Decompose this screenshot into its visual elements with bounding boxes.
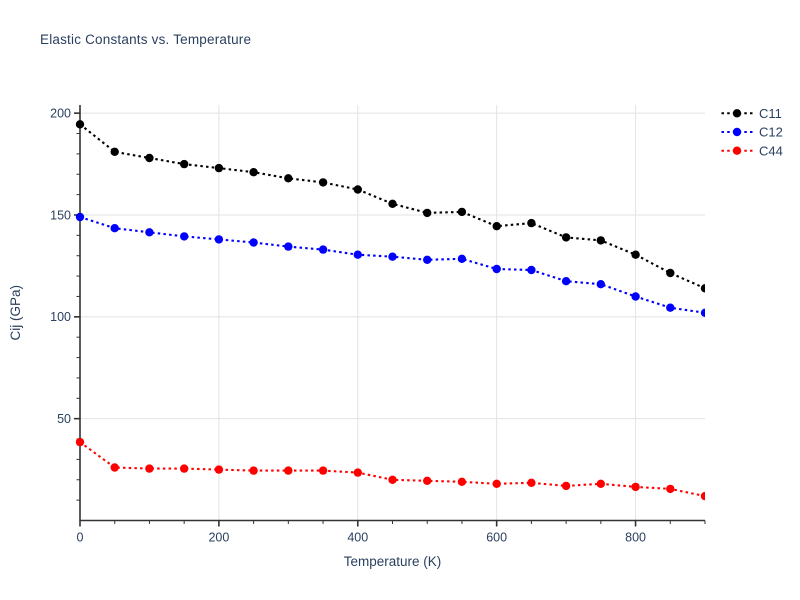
point-C11-350 <box>318 178 328 187</box>
series-C11 <box>75 120 705 293</box>
point-C44-550 <box>457 477 467 486</box>
point-C12-50 <box>110 224 119 233</box>
x-axis: 0 200 400 600 800 <box>77 520 706 545</box>
legend-label: C44 <box>759 143 783 158</box>
axis-lines <box>79 105 705 522</box>
point-C11-300 <box>284 174 293 183</box>
y-tick-label: 50 <box>57 412 71 426</box>
y-tick-label: 100 <box>50 310 71 324</box>
legend-item-C12[interactable]: C12 <box>721 125 783 140</box>
point-C12-300 <box>284 242 293 251</box>
point-C12-550 <box>457 254 467 263</box>
legend-marker <box>732 127 742 137</box>
legend-item-C44[interactable]: C44 <box>721 143 783 158</box>
legend-label: C12 <box>759 125 783 140</box>
point-C11-150 <box>180 159 189 169</box>
point-C44-400 <box>353 468 362 477</box>
point-C11-550 <box>457 207 467 217</box>
legend-marker <box>732 146 742 155</box>
point-C12-750 <box>596 280 605 289</box>
y-axis: 50 100 150 200 <box>50 106 80 501</box>
point-C11-600 <box>492 222 501 231</box>
y-axis-label: Cij (GPa) <box>8 285 23 341</box>
point-C44-700 <box>561 481 571 491</box>
series-C12 <box>75 212 705 317</box>
point-C44-750 <box>596 479 605 488</box>
point-C11-0 <box>75 120 85 129</box>
point-C44-0 <box>75 437 85 447</box>
point-C11-400 <box>353 185 362 194</box>
point-C12-700 <box>561 277 571 286</box>
series-C44 <box>75 437 705 501</box>
point-C44-800 <box>631 482 640 492</box>
legend: C11 C12 C44 <box>721 106 783 158</box>
point-C12-800 <box>631 292 640 301</box>
point-C44-650 <box>527 478 536 487</box>
point-C11-500 <box>423 208 432 218</box>
point-C44-100 <box>145 464 154 473</box>
point-C12-400 <box>353 250 362 259</box>
legend-marker <box>732 109 742 118</box>
point-C12-600 <box>492 264 501 274</box>
x-tick-label: 800 <box>625 531 646 545</box>
point-C12-250 <box>249 238 258 247</box>
x-tick-label: 0 <box>77 531 84 545</box>
point-C11-700 <box>561 233 571 242</box>
point-C12-100 <box>145 228 154 237</box>
point-C12-0 <box>75 212 85 222</box>
point-C12-350 <box>318 245 328 254</box>
point-C11-850 <box>666 268 675 278</box>
point-C12-150 <box>180 232 189 241</box>
point-C11-250 <box>249 168 258 177</box>
y-tick-label: 150 <box>50 208 71 222</box>
point-C11-650 <box>527 218 536 228</box>
x-tick-label: 600 <box>486 531 507 545</box>
point-C11-200 <box>214 163 224 173</box>
point-C11-50 <box>110 147 119 156</box>
point-C11-800 <box>631 250 640 259</box>
point-C12-850 <box>666 303 675 312</box>
point-C11-100 <box>145 153 154 163</box>
x-tick-label: 200 <box>208 531 229 545</box>
x-axis-label: Temperature (K) <box>344 554 442 569</box>
point-C12-450 <box>388 252 397 261</box>
point-C44-850 <box>666 484 675 494</box>
point-C11-750 <box>596 236 605 245</box>
point-C44-50 <box>110 463 119 472</box>
point-C44-600 <box>492 479 501 488</box>
chart-title: Elastic Constants vs. Temperature <box>40 32 252 47</box>
gridlines <box>80 105 705 521</box>
point-C44-200 <box>214 465 224 474</box>
point-C12-900 <box>700 308 705 317</box>
point-C44-300 <box>284 466 293 475</box>
legend-item-C11[interactable]: C11 <box>721 106 782 121</box>
point-C44-500 <box>423 476 432 485</box>
legend-label: C11 <box>759 106 782 121</box>
point-C44-250 <box>249 466 258 475</box>
point-C11-900 <box>700 284 705 293</box>
point-C44-450 <box>388 475 397 484</box>
point-C12-650 <box>527 265 536 275</box>
point-C44-150 <box>180 464 189 473</box>
x-tick-label: 400 <box>347 531 368 545</box>
point-C44-350 <box>318 466 328 475</box>
point-C44-900 <box>700 491 705 501</box>
point-C12-500 <box>423 255 432 264</box>
point-C12-200 <box>214 235 224 244</box>
point-C11-450 <box>388 199 397 208</box>
y-tick-label: 200 <box>50 106 71 120</box>
